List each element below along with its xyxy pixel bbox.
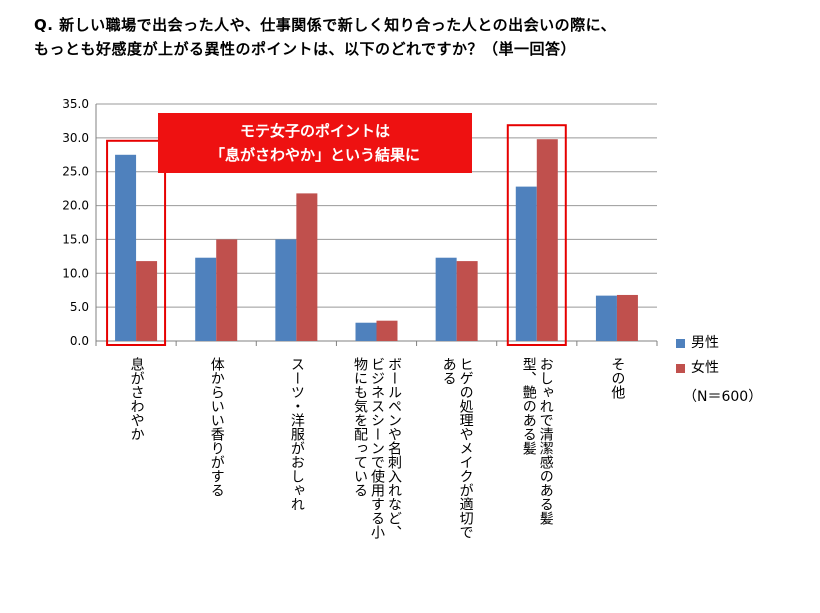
highlight-box [106, 139, 167, 346]
legend-label-female: 女性 [691, 360, 719, 376]
legend-item-female: 女性 [676, 357, 719, 377]
bar-male [595, 295, 617, 341]
callout-box: モテ女子のポイントは 「息がさわやか」という結果に [158, 113, 472, 173]
category-label: スーツ・洋服がおしゃれ [288, 357, 305, 511]
category-label-line: スーツ・洋服がおしゃれ [288, 357, 305, 511]
y-tick-label: 35.0 [62, 97, 89, 111]
category-label: ボールペンや名刺入れなど、 ビジネスシーンで使用する小 物にも気を配っている [351, 357, 402, 539]
highlight-box [506, 124, 567, 346]
bar-female [456, 261, 478, 341]
bar-female [616, 294, 638, 341]
bar-male [515, 186, 537, 341]
y-tick-label: 25.0 [62, 165, 89, 179]
y-tick-label: 0.0 [70, 334, 89, 348]
category-label-line: 息がさわやか [128, 357, 145, 441]
y-tick-label: 30.0 [62, 131, 89, 145]
category-label: ヒゲの処理やメイクが適切で ある [440, 357, 474, 539]
legend-item-male: 男性 [676, 332, 719, 352]
category-label-line: おしゃれで清潔感のある髪 [537, 357, 554, 525]
callout-line-1: モテ女子のポイントは [239, 122, 390, 140]
y-tick-label: 20.0 [62, 199, 89, 213]
legend-swatch-male [676, 338, 685, 348]
y-tick-label: 5.0 [70, 300, 89, 314]
category-label-line: ビジネスシーンで使用する小 [369, 357, 385, 539]
bar-female [376, 320, 398, 341]
category-label-line: ボールペンや名刺入れなど、 [386, 357, 402, 539]
question-line-2: もっとも好感度が上がる異性のポイントは、以下のどれですか？（単一回答） [34, 40, 577, 58]
category-label-line: 体からいい香りがする [208, 357, 225, 497]
category-label: おしゃれで清潔感のある髪 型、艶のある髪 [520, 357, 554, 525]
bar-female [136, 261, 158, 341]
category-label-line: ヒゲの処理やメイクが適切で [457, 357, 474, 539]
bar-female [216, 239, 238, 341]
bar-female [536, 139, 558, 341]
category-label-line: その他 [609, 357, 626, 399]
legend-label-male: 男性 [691, 335, 719, 351]
legend-swatch-female [676, 363, 685, 373]
category-label-line: ある [440, 357, 457, 385]
category-label-line: 物にも気を配っている [352, 357, 368, 497]
category-label: 息がさわやか [128, 357, 145, 441]
sample-size-label: （N＝600） [683, 389, 763, 405]
bar-male [355, 322, 377, 341]
bar-male [115, 154, 137, 341]
y-tick-label: 10.0 [62, 266, 89, 280]
bar-male [195, 257, 217, 341]
category-label-line: 型、艶のある髪 [520, 357, 537, 455]
bar-male [435, 257, 457, 341]
category-label: 体からいい香りがする [208, 357, 225, 497]
bar-male [275, 239, 297, 341]
question-line-1: Q. 新しい職場で出会った人や、仕事関係で新しく知り合った人との出会いの際に、 [34, 16, 617, 34]
callout-line-2: 「息がさわやか」という結果に [209, 146, 420, 164]
y-tick-label: 15.0 [62, 232, 89, 246]
category-label: その他 [608, 357, 625, 399]
bar-female [296, 193, 318, 341]
